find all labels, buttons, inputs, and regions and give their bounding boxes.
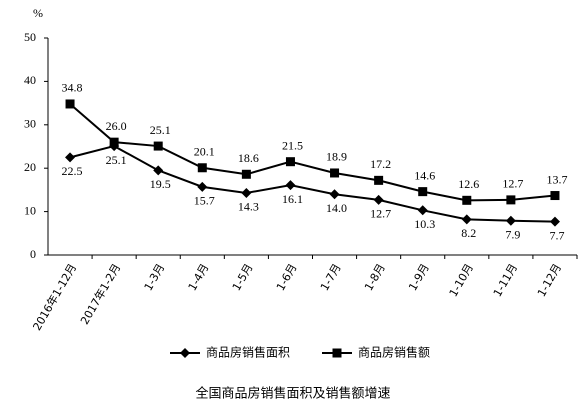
marker: [65, 99, 75, 109]
marker: [461, 214, 472, 225]
marker: [197, 181, 208, 192]
x-tick-label: 1-9月: [406, 262, 432, 294]
data-label: 34.8: [62, 81, 83, 95]
data-label: 22.5: [62, 164, 83, 178]
marker: [550, 191, 560, 201]
data-label: 14.0: [326, 201, 347, 215]
data-label: 21.5: [282, 138, 303, 152]
marker: [197, 163, 207, 173]
data-label: 17.2: [370, 157, 391, 171]
marker: [373, 194, 384, 205]
data-label: 7.7: [549, 228, 564, 242]
marker: [285, 180, 296, 191]
series-line: [69, 144, 555, 223]
data-label: 26.0: [106, 119, 127, 133]
marker: [153, 141, 163, 151]
marker: [417, 205, 428, 216]
marker: [109, 137, 119, 147]
data-label: 25.1: [150, 123, 171, 137]
legend-label: 商品房销售额: [358, 345, 430, 360]
marker: [241, 169, 251, 179]
x-tick-label: 1-8月: [362, 262, 388, 294]
data-label: 18.6: [238, 151, 259, 165]
marker: [65, 152, 76, 163]
data-label: 8.2: [461, 226, 476, 240]
marker: [332, 348, 342, 358]
marker: [153, 165, 164, 176]
x-tick-label: 1-11月: [491, 262, 520, 300]
data-label: 14.3: [238, 200, 259, 214]
y-axis-label: %: [33, 6, 43, 20]
data-label: 19.5: [150, 177, 171, 191]
marker: [180, 348, 190, 358]
data-label: 18.9: [326, 150, 347, 164]
marker: [374, 175, 384, 185]
y-tick-label: 20: [24, 160, 36, 174]
data-label: 7.9: [505, 227, 520, 241]
chart-title: 全国商品房销售面积及销售额增速: [195, 386, 390, 402]
legend-label: 商品房销售面积: [206, 345, 290, 360]
data-label: 10.3: [414, 217, 435, 231]
y-tick-label: 30: [24, 117, 36, 131]
marker: [330, 168, 340, 178]
marker: [418, 187, 428, 197]
x-tick-label: 1-6月: [274, 262, 300, 294]
data-label: 15.7: [194, 194, 215, 208]
data-label: 14.6: [414, 168, 435, 182]
y-tick-label: 10: [24, 203, 36, 217]
x-tick-label: 1-3月: [142, 262, 168, 294]
marker: [506, 195, 516, 205]
y-tick-label: 40: [24, 73, 36, 87]
data-label: 12.7: [502, 177, 523, 191]
marker: [329, 189, 340, 200]
y-tick-label: 50: [24, 30, 36, 44]
marker: [505, 215, 516, 226]
y-tick-label: 0: [30, 247, 36, 261]
x-tick-label: 1-4月: [186, 262, 212, 294]
data-label: 20.1: [194, 145, 215, 159]
marker: [549, 216, 560, 227]
data-label: 12.7: [370, 207, 391, 221]
x-tick-label: 1-5月: [230, 262, 256, 294]
marker: [285, 157, 295, 167]
data-label: 13.7: [546, 172, 567, 186]
marker: [241, 187, 252, 198]
x-tick-label: 1-10月: [447, 262, 476, 300]
x-tick-label: 2016年1-12月: [30, 261, 80, 333]
data-label: 12.6: [458, 177, 479, 191]
x-tick-label: 2017年1-2月: [77, 261, 123, 327]
marker: [462, 195, 472, 205]
x-tick-label: 1-12月: [535, 262, 564, 300]
series-line: [69, 103, 556, 202]
data-label: 16.1: [282, 192, 303, 206]
data-label: 25.1: [106, 153, 127, 167]
x-tick-label: 1-7月: [318, 262, 344, 294]
